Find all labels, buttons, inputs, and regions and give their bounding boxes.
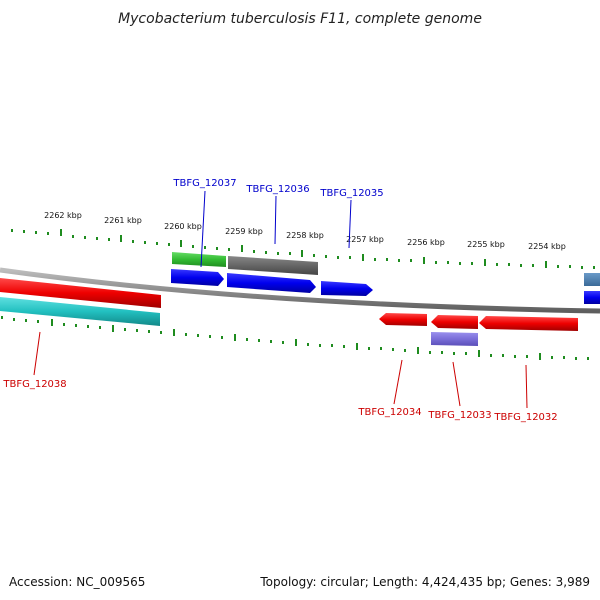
gene-TBFG_12033[interactable] xyxy=(431,315,478,329)
feature-purple[interactable] xyxy=(431,332,478,346)
scale-label-2255: 2255 kbp xyxy=(467,240,505,249)
feature-cyan[interactable] xyxy=(0,297,160,326)
lower-tick-ring xyxy=(1,316,589,360)
scale-label-2257: 2257 kbp xyxy=(346,235,384,244)
gene-labels: TBFG_12037 TBFG_12036 TBFG_12035 TBFG_12… xyxy=(2,178,557,423)
gene-edge-right[interactable] xyxy=(584,291,600,304)
scale-label-2254: 2254 kbp xyxy=(528,242,566,251)
upper-features xyxy=(172,252,318,275)
feature-green[interactable] xyxy=(172,252,226,267)
gene-TBFG_12036[interactable] xyxy=(227,273,316,293)
feature-edge-right[interactable] xyxy=(584,273,600,286)
scale-label-2261: 2261 kbp xyxy=(104,216,142,225)
label-TBFG_12032: TBFG_12032 xyxy=(493,412,557,423)
label-TBFG_12038: TBFG_12038 xyxy=(2,379,66,390)
topology-text: Topology: circular; Length: 4,424,435 bp… xyxy=(259,575,590,589)
map-title: Mycobacterium tuberculosis F11, complete… xyxy=(118,11,482,27)
scale-label-2256: 2256 kbp xyxy=(407,238,445,247)
upper-tick-ring xyxy=(11,229,595,269)
label-TBFG_12036: TBFG_12036 xyxy=(245,184,309,195)
scale-label-2259: 2259 kbp xyxy=(225,227,263,236)
label-TBFG_12033: TBFG_12033 xyxy=(427,410,491,421)
gene-TBFG_12035[interactable] xyxy=(321,281,373,296)
leader-lines xyxy=(33,190,528,409)
scale-labels: 2262 kbp 2261 kbp 2260 kbp 2259 kbp 2258… xyxy=(44,211,566,251)
label-TBFG_12034: TBFG_12034 xyxy=(357,407,421,418)
scale-label-2258: 2258 kbp xyxy=(286,231,324,240)
forward-genes xyxy=(171,269,600,304)
genome-backbone xyxy=(0,267,600,314)
label-TBFG_12035: TBFG_12035 xyxy=(319,188,383,199)
gene-TBFG_12034[interactable] xyxy=(379,313,427,326)
label-TBFG_12037: TBFG_12037 xyxy=(172,178,236,189)
gene-TBFG_12032[interactable] xyxy=(479,316,578,331)
scale-label-2260: 2260 kbp xyxy=(164,222,202,231)
scale-label-2262: 2262 kbp xyxy=(44,211,82,220)
gene-TBFG_12038[interactable] xyxy=(0,278,161,308)
gene-TBFG_12037[interactable] xyxy=(171,269,224,286)
feature-gray[interactable] xyxy=(228,256,318,275)
accession-text: Accession: NC_009565 xyxy=(9,575,145,589)
reverse-genes xyxy=(0,278,578,346)
